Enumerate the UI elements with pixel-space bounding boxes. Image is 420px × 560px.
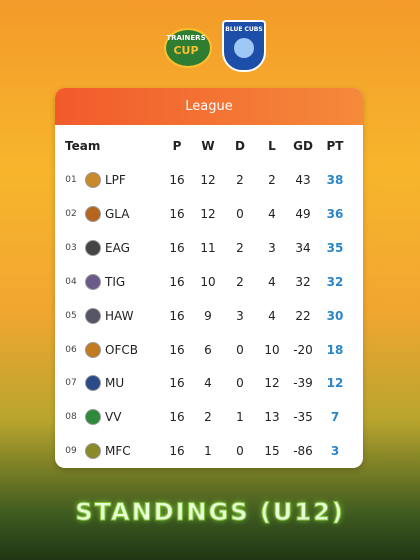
team-name: VV	[105, 410, 122, 425]
rank: 02	[65, 208, 77, 219]
stat: 16	[169, 274, 185, 289]
stat: 0	[236, 206, 244, 221]
stat: 43	[295, 173, 311, 187]
stat: 16	[169, 173, 185, 187]
logo-text: CUP	[173, 44, 199, 57]
stat: -86	[293, 444, 313, 459]
footer-title: STANDINGS (U12)	[75, 498, 345, 527]
points: 7	[330, 410, 340, 425]
rank: 05	[65, 310, 77, 321]
stat: 2	[236, 240, 244, 255]
points: 30	[326, 308, 344, 323]
logo-text: BLUE CUBS	[225, 26, 263, 33]
team-name: GLA	[105, 206, 130, 221]
stat: 16	[169, 308, 185, 323]
team-name: LPF	[105, 173, 126, 187]
stat: 2	[236, 173, 244, 187]
trainers-cup-logo: TRAINERS CUP	[158, 24, 214, 68]
team-badge	[85, 239, 101, 256]
stat: -20	[293, 342, 313, 357]
team-name: HAW	[105, 308, 134, 323]
stat: -39	[293, 376, 313, 391]
stat: 2	[268, 173, 276, 187]
stat: 10	[200, 274, 216, 289]
stat: 6	[204, 342, 212, 357]
stat: 1	[204, 444, 212, 459]
stat: 10	[264, 342, 280, 357]
stat: 0	[236, 444, 244, 459]
rank: 07	[65, 378, 77, 389]
rank: 01	[65, 175, 77, 185]
team-badge	[85, 375, 101, 392]
stat: 32	[295, 274, 311, 289]
column-header: D	[235, 139, 245, 153]
team-badge	[85, 205, 101, 222]
stat: 3	[268, 240, 276, 255]
stat: 11	[200, 240, 216, 255]
stat: 34	[295, 240, 311, 255]
stat: 2	[204, 410, 212, 425]
column-header: PT	[326, 139, 344, 153]
team-badge	[85, 172, 101, 188]
stat: 4	[204, 376, 212, 391]
stat: 4	[268, 308, 276, 323]
team-name: EAG	[105, 240, 130, 255]
stat: 0	[236, 342, 244, 357]
team-badge	[85, 409, 101, 426]
column-header: W	[201, 139, 215, 153]
card-title: League	[55, 88, 363, 125]
stat: 4	[268, 206, 276, 221]
stat: 16	[169, 342, 185, 357]
stat: 0	[236, 376, 244, 391]
standings-card: League Team P W D L GD PT 01 LPF 16 12 2 2 43 38 02 GLA 1…	[55, 88, 363, 468]
stat: 12	[264, 376, 280, 391]
points: 36	[326, 206, 344, 221]
column-header: Team	[65, 139, 101, 153]
rank: 04	[65, 276, 77, 287]
stat: 4	[268, 274, 276, 289]
team-badge	[85, 341, 101, 358]
team-name: MU	[105, 376, 125, 391]
column-header: L	[268, 139, 276, 153]
points: 18	[326, 342, 344, 357]
rank: 09	[65, 446, 77, 457]
stat: 16	[169, 376, 185, 391]
stat: -35	[293, 410, 313, 425]
stat: 12	[200, 173, 216, 187]
points: 35	[326, 240, 344, 255]
stat: 15	[264, 444, 280, 459]
team-badge	[85, 273, 101, 290]
stat: 16	[169, 206, 185, 221]
points: 38	[326, 173, 344, 187]
logo-text: TRAINERS	[166, 34, 206, 42]
team-name: TIG	[105, 274, 126, 289]
logo-icon	[234, 38, 254, 58]
stat: 16	[169, 240, 185, 255]
stat: 22	[295, 308, 311, 323]
logo-bg	[164, 28, 212, 68]
team-name: MFC	[105, 444, 131, 459]
column-header: GD	[293, 139, 313, 153]
team-badge	[85, 443, 101, 460]
stat: 49	[295, 206, 311, 221]
team-name: OFCB	[105, 342, 138, 357]
stat: 13	[264, 410, 280, 425]
team-badge	[85, 307, 101, 324]
stat: 2	[236, 274, 244, 289]
stat: 12	[200, 206, 216, 221]
rank: 06	[65, 344, 77, 355]
rank: 08	[65, 412, 77, 423]
stat: 1	[236, 410, 244, 425]
column-header: P	[172, 139, 182, 153]
points: 32	[326, 274, 344, 289]
points: 12	[326, 376, 344, 391]
stat: 3	[236, 308, 244, 323]
rank: 03	[65, 242, 77, 253]
stat: 16	[169, 410, 185, 425]
points: 3	[330, 444, 340, 459]
blue-cubs-logo: BLUE CUBS	[222, 20, 266, 72]
stat: 9	[204, 308, 212, 323]
stat: 16	[169, 444, 185, 459]
